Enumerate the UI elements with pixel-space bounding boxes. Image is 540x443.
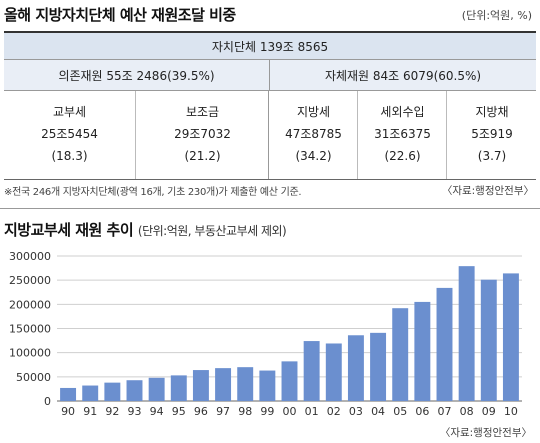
budget-table-section: 올해 지방자치단체 예산 재원조달 비중 (단위:억원, %) 자치단체 139… [0,0,540,212]
x-tick-label: 98 [238,405,252,418]
own-revenue: 자체재원 84조 6079(60.5%) [324,68,482,83]
item-share: (3.7) [477,149,507,163]
item-name: 지방세 [296,105,331,119]
item-cell: 지방채 5조919 (3.7) [448,91,536,179]
table-source: 〈자료:행정안전부〉 [441,185,534,197]
bar [126,380,143,401]
chart-title: 지방교부세 재원 추이 [4,221,134,239]
item-amount: 25조5454 [41,127,98,141]
x-tick-label: 96 [194,405,208,418]
y-tick-label: 300000 [9,250,51,263]
bar [60,387,77,401]
total-label: 자치단체 139조 8565 [211,39,329,54]
bar [259,370,276,401]
item-amount: 29조7032 [174,127,231,141]
y-tick-label: 200000 [9,298,51,311]
x-tick-label: 99 [260,405,274,418]
x-tick-label: 90 [61,405,75,418]
x-tick-label: 01 [305,405,319,418]
x-tick-label: 03 [349,405,363,418]
x-tick-label: 91 [83,405,97,418]
chart-source: 〈자료:행정안전부〉 [439,427,532,439]
bar [370,332,387,401]
bar [502,273,519,401]
item-cell: 교부세 25조5454 (18.3) [4,91,136,179]
bar [192,370,209,401]
bar [436,287,453,401]
x-tick-label: 04 [371,405,385,418]
item-amount: 47조8785 [285,127,342,141]
table-unit: (단위:억원, %) [461,9,532,22]
bar [104,382,121,401]
item-name: 교부세 [52,105,87,119]
item-share: (21.2) [184,149,221,163]
chart-subtitle: (단위:억원, 부동산교부세 제외) [137,224,287,238]
bar [148,377,165,401]
y-tick-label: 100000 [9,347,51,360]
x-tick-label: 00 [283,405,297,418]
bar [303,341,320,401]
x-tick-label: 10 [504,405,518,418]
item-amount: 5조919 [471,127,513,141]
x-tick-label: 93 [128,405,142,418]
y-tick-label: 150000 [9,323,51,336]
x-tick-label: 97 [216,405,230,418]
x-tick-label: 08 [460,405,474,418]
table-title: 올해 지방자치단체 예산 재원조달 비중 [4,6,236,24]
total-row: 자치단체 139조 8565 [4,33,536,60]
bar [281,361,298,401]
bar [414,301,431,401]
item-amount: 31조6375 [374,127,431,141]
chart-title-block: 지방교부세 재원 추이 (단위:억원, 부동산교부세 제외) [4,219,287,240]
x-tick-label: 94 [150,405,164,418]
x-tick-label: 09 [482,405,496,418]
item-share: (18.3) [51,149,88,163]
bar-chart: 0 50000 100000 150000 200000 250000 300000 90 91… [9,250,522,418]
section-divider [0,208,540,209]
item-share: (22.6) [384,149,421,163]
x-tick-label: 92 [105,405,119,418]
y-tick-label: 50000 [16,371,51,384]
item-cell: 보조금 29조7032 (21.2) [137,91,269,179]
budget-table: 자치단체 139조 8565 의존재원 55조 2486(39.5%) 자체재원… [4,31,536,180]
bar [215,368,232,401]
bar [480,279,497,401]
item-cell: 세외수입 31조6375 (22.6) [359,91,447,179]
y-tick-label: 0 [44,395,51,408]
item-name: 세외수입 [380,105,425,119]
x-tick-label: 05 [393,405,407,418]
source-type-row: 의존재원 55조 2486(39.5%) 자체재원 84조 6079(60.5%… [4,60,536,91]
items-row: 교부세 25조5454 (18.3) 보조금 29조7032 (21.2) 지방… [4,91,536,180]
x-tick-label: 95 [172,405,186,418]
bar [458,266,475,401]
bar [170,375,187,401]
bar [392,308,409,401]
bar [347,335,364,401]
bar [82,385,99,401]
x-tick-label: 07 [438,405,452,418]
bar [237,367,254,401]
item-cell: 지방세 47조8785 (34.2) [270,91,358,179]
item-name: 지방채 [475,105,509,119]
bar [325,343,342,401]
dependent-revenue: 의존재원 55조 2486(39.5%) [4,60,270,90]
item-name: 보조금 [185,105,220,119]
x-tick-label: 06 [415,405,429,418]
item-share: (34.2) [295,149,332,163]
table-note: ※전국 246개 지방자치단체(광역 16개, 기초 230개)가 제출한 예산… [4,187,302,198]
x-tick-label: 02 [327,405,341,418]
y-tick-label: 250000 [9,274,51,287]
